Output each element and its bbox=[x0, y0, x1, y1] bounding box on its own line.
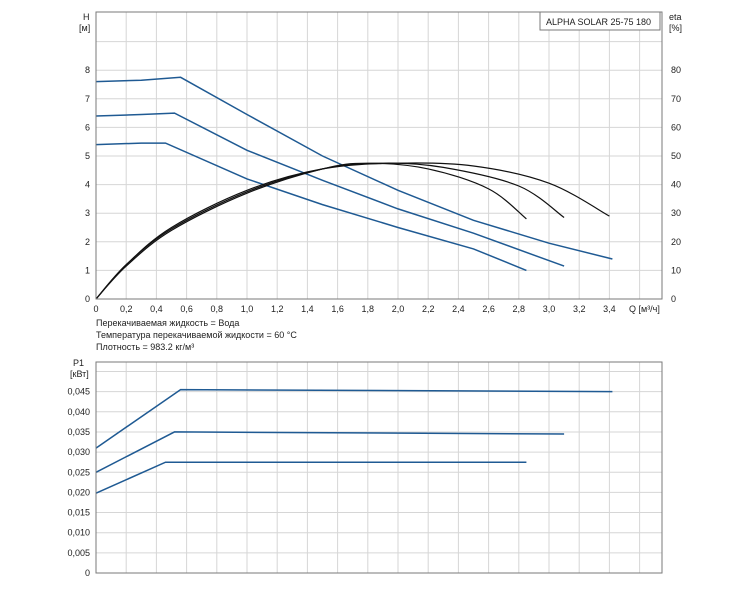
x-tick-label: 0,6 bbox=[180, 304, 193, 314]
y-tick-label-eta: 0 bbox=[671, 294, 676, 304]
y-tick-label-h: 5 bbox=[85, 151, 90, 161]
y-tick-label-eta: 60 bbox=[671, 122, 681, 132]
head-curve bbox=[95, 112, 565, 267]
note-temperature: Температура перекачиваемой жидкости = 60… bbox=[96, 330, 297, 340]
x-tick-label: 1,2 bbox=[271, 304, 284, 314]
top-chart-frame bbox=[95, 11, 663, 300]
x-tick-label: 1,6 bbox=[331, 304, 344, 314]
y-tick-label-p1: 0,025 bbox=[67, 467, 90, 477]
x-tick-label: 0,2 bbox=[120, 304, 133, 314]
y-tick-label-eta: 20 bbox=[671, 237, 681, 247]
y-tick-label-p1: 0,005 bbox=[67, 548, 90, 558]
efficiency-curve bbox=[95, 162, 527, 300]
x-tick-label: 2,0 bbox=[392, 304, 405, 314]
x-axis-label: Q [м³/ч] bbox=[629, 304, 660, 314]
efficiency-curve bbox=[95, 162, 610, 300]
y-tick-label-p1: 0,040 bbox=[67, 407, 90, 417]
y-axis-label-eta: eta bbox=[669, 12, 682, 22]
y-tick-label-h: 0 bbox=[85, 294, 90, 304]
bottom-chart-curves bbox=[95, 388, 613, 494]
y-tick-label-eta: 70 bbox=[671, 94, 681, 104]
x-tick-label: 1,0 bbox=[241, 304, 254, 314]
y-tick-label-p1: 0,045 bbox=[67, 387, 90, 397]
top-chart-curves bbox=[95, 76, 613, 300]
y-tick-label-p1: 0 bbox=[85, 568, 90, 578]
x-tick-label: 0,4 bbox=[150, 304, 163, 314]
bottom-chart-frame bbox=[95, 361, 663, 574]
x-tick-label: 2,8 bbox=[513, 304, 526, 314]
power-curve bbox=[95, 388, 613, 449]
y-tick-label-p1: 0,035 bbox=[67, 427, 90, 437]
x-tick-label: 2,2 bbox=[422, 304, 435, 314]
x-tick-label: 3,4 bbox=[603, 304, 616, 314]
y-axis-label-p1: P1 bbox=[73, 358, 84, 368]
note-liquid: Перекачиваемая жидкость = Вода bbox=[96, 318, 239, 328]
y-tick-label-h: 6 bbox=[85, 122, 90, 132]
x-tick-label: 3,2 bbox=[573, 304, 586, 314]
x-tick-label: 0 bbox=[93, 304, 98, 314]
y-tick-label-eta: 40 bbox=[671, 180, 681, 190]
x-tick-label: 1,8 bbox=[362, 304, 375, 314]
bottom-chart-ticks: 0 0,005 0,010 0,015 0,020 0,025 0,030 0,035 0,04… bbox=[67, 387, 90, 578]
y-tick-label-eta: 10 bbox=[671, 265, 681, 275]
y-tick-label-p1: 0,020 bbox=[67, 487, 90, 497]
y-tick-label-h: 2 bbox=[85, 237, 90, 247]
x-tick-label: 1,4 bbox=[301, 304, 314, 314]
y-tick-label-eta: 80 bbox=[671, 65, 681, 75]
y-axis-label-h: H bbox=[83, 12, 90, 22]
x-tick-label: 2,4 bbox=[452, 304, 465, 314]
y-tick-label-p1: 0,010 bbox=[67, 528, 90, 538]
y-axis-unit-p1: [кВт] bbox=[70, 369, 89, 379]
head-curve bbox=[95, 76, 613, 260]
y-tick-label-eta: 50 bbox=[671, 151, 681, 161]
head-curve bbox=[95, 142, 527, 272]
x-tick-label: 0,8 bbox=[211, 304, 224, 314]
y-axis-unit-eta: [%] bbox=[669, 23, 682, 33]
y-tick-label-h: 7 bbox=[85, 94, 90, 104]
y-tick-label-h: 4 bbox=[85, 180, 90, 190]
note-density: Плотность = 983.2 кг/м³ bbox=[96, 342, 194, 352]
chart-title: ALPHA SOLAR 25-75 180 bbox=[546, 17, 651, 27]
top-chart-grid bbox=[95, 12, 662, 300]
x-tick-label: 3,0 bbox=[543, 304, 556, 314]
y-tick-label-p1: 0,030 bbox=[67, 447, 90, 457]
x-tick-label: 2,6 bbox=[482, 304, 495, 314]
y-tick-label-h: 3 bbox=[85, 208, 90, 218]
bottom-chart-grid bbox=[95, 362, 662, 574]
power-curve bbox=[95, 461, 527, 494]
y-tick-label-h: 8 bbox=[85, 65, 90, 75]
y-tick-label-h: 1 bbox=[85, 265, 90, 275]
y-axis-unit-h: [м] bbox=[79, 23, 90, 33]
power-curve bbox=[95, 431, 565, 473]
y-tick-label-eta: 30 bbox=[671, 208, 681, 218]
top-chart-ticks: 0 0,2 0,4 0,6 0,8 1,0 1,2 1,4 1,6 1,8 2,0 2,2 2,4 2,6… bbox=[85, 65, 681, 314]
y-tick-label-p1: 0,015 bbox=[67, 508, 90, 518]
